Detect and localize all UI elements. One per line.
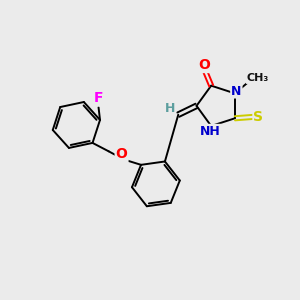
Text: CH₃: CH₃ [247, 73, 269, 83]
Text: N: N [231, 85, 242, 98]
Text: H: H [165, 102, 175, 115]
Text: NH: NH [200, 125, 221, 138]
Text: O: O [116, 147, 127, 161]
Text: O: O [198, 58, 210, 72]
Text: S: S [254, 110, 263, 124]
Text: F: F [94, 92, 103, 106]
